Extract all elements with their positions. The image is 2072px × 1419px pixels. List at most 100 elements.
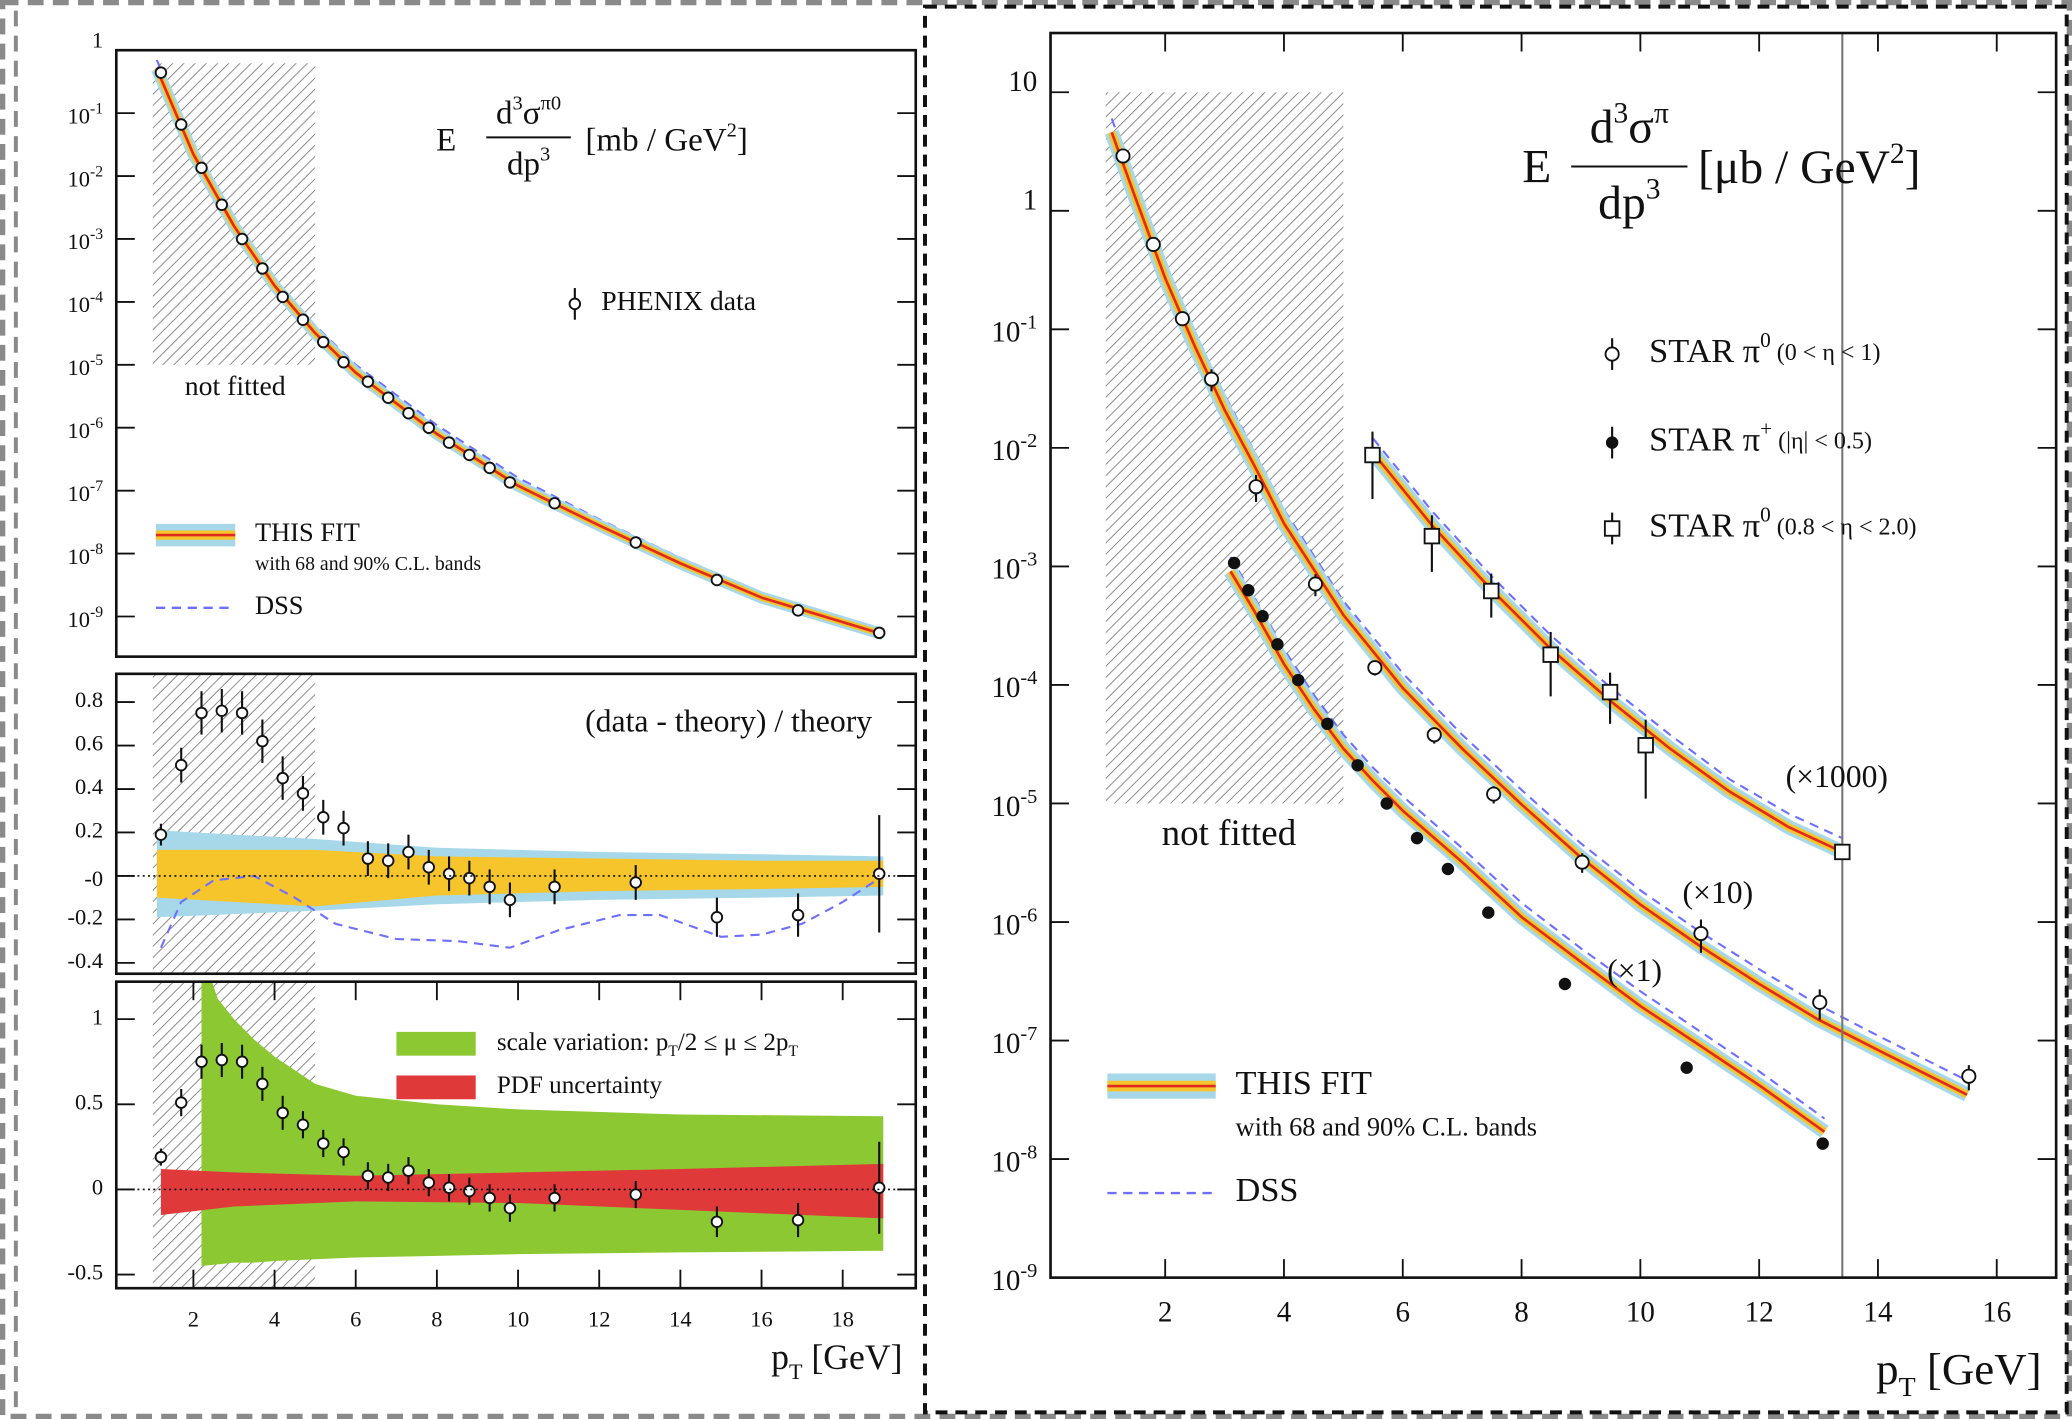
marker: [1426, 727, 1442, 743]
marker: [296, 787, 310, 800]
marker: [442, 436, 456, 449]
legend-entry: THIS FIT: [155, 517, 360, 547]
y-tick-label: 10-7: [68, 478, 104, 506]
marker: [1227, 556, 1241, 570]
marker: [1482, 906, 1495, 919]
legend-label: DSS: [1236, 1171, 1299, 1209]
legend-entry: DSS: [155, 590, 303, 620]
tick-text: 10: [991, 1265, 1020, 1297]
marker: [548, 880, 561, 894]
marker: [463, 448, 476, 462]
legend-entry: STAR π+ (|η| < 0.5): [1605, 417, 1872, 459]
marker: [629, 536, 642, 549]
y-tick-label: 10-3: [68, 226, 104, 254]
dss-line: [1372, 437, 1843, 840]
text-part: d: [1590, 101, 1614, 153]
marker: [381, 1171, 395, 1184]
marker: [381, 391, 395, 404]
marker: [175, 1096, 188, 1109]
text-part: STAR π: [1649, 421, 1760, 459]
x-tick-label: 4: [1277, 1296, 1292, 1328]
text-part: dp: [507, 146, 540, 182]
legend-label: STAR π+ (|η| < 0.5): [1649, 417, 1872, 459]
tick-exponent: -9: [1020, 1260, 1037, 1282]
marker: [154, 828, 168, 841]
not-fitted-region: [152, 673, 316, 974]
formula-numerator: d3σπ: [1590, 97, 1669, 153]
marker: [256, 1077, 269, 1091]
legend-swatch: [396, 1031, 476, 1056]
x-tick-label: 12: [1745, 1296, 1774, 1328]
marker: [215, 198, 229, 211]
formula-unit: [μb / GeV2]: [1698, 138, 1920, 194]
marker: [276, 290, 289, 304]
x-tick-label: 16: [750, 1306, 772, 1331]
x-tick-label: 4: [269, 1306, 280, 1331]
text-part: π0: [541, 92, 562, 114]
y-tick-label: 1: [92, 27, 103, 52]
text-part: ]: [737, 122, 748, 158]
marker: [503, 1201, 517, 1215]
tick-text: -0: [84, 866, 103, 891]
y-tick-label: 10: [1008, 66, 1037, 98]
marker: [1961, 1068, 1977, 1084]
marker: [422, 1176, 435, 1189]
legend-label: PDF uncertainty: [497, 1072, 663, 1099]
marker: [256, 262, 269, 275]
marker: [791, 908, 805, 922]
marker: [873, 1181, 886, 1194]
text-part: p: [1876, 1344, 1898, 1394]
marker: [1292, 673, 1305, 687]
tick-text: 10: [68, 544, 90, 569]
tick-text: 10: [68, 607, 90, 632]
tick-exponent: -1: [1020, 311, 1037, 333]
tick-text: 10: [991, 1028, 1020, 1060]
y-tick-label: 10-8: [68, 541, 104, 569]
plot-area: [116, 673, 916, 974]
y-tick-label: 10-4: [991, 667, 1037, 704]
text-part: +: [1760, 417, 1772, 441]
text-part: π: [1654, 97, 1669, 129]
y-tick-label: 0: [92, 1175, 103, 1200]
text-part: σ: [523, 95, 541, 131]
y-tick-label: 10-4: [68, 289, 104, 317]
fit-line: [1229, 570, 1826, 1133]
legend-label: THIS FIT: [255, 517, 360, 547]
marker: [422, 421, 435, 434]
marker: [402, 1164, 415, 1177]
plot-frame: [114, 672, 918, 976]
marker: [154, 1150, 168, 1164]
y-tick-label: 0.5: [75, 1089, 103, 1114]
text-part: scale variation: p: [497, 1029, 668, 1056]
x-tick-label: 10: [507, 1306, 529, 1331]
text-part: (|η| < 0.5): [1772, 428, 1872, 454]
text-part: T: [789, 1043, 799, 1060]
marker: [1115, 148, 1131, 164]
legend-label: STAR π0 (0.8 < η < 2.0): [1649, 502, 1916, 544]
marker: [1441, 862, 1455, 876]
tick-text: 10: [991, 909, 1020, 941]
annotation: (×10): [1683, 875, 1754, 910]
x-tick-label: 14: [669, 1306, 691, 1331]
y-tick-label: 1: [92, 1004, 103, 1029]
marker: [1145, 236, 1161, 252]
text-part: 3: [1646, 173, 1661, 205]
marker: [215, 704, 229, 717]
y-tick-label: 10-8: [991, 1141, 1037, 1178]
legend-entry: STAR π0 (0 < η < 1): [1604, 328, 1881, 370]
marker: [361, 1169, 375, 1183]
y-tick-label: -0.5: [68, 1260, 104, 1285]
marker: [1321, 717, 1334, 731]
marker: [402, 407, 415, 420]
annotation: (×1): [1607, 953, 1662, 988]
marker: [483, 880, 496, 894]
x-tick-label: 6: [350, 1306, 361, 1331]
marker: [381, 854, 395, 867]
legend-label: scale variation: pT/2 ≤ μ ≤ 2pT: [497, 1029, 799, 1060]
y-tick-label: -0: [84, 866, 103, 891]
legend-entry: scale variation: pT/2 ≤ μ ≤ 2pT: [396, 1029, 799, 1060]
tick-text: 10: [68, 355, 90, 380]
text-part: T: [789, 1358, 803, 1383]
